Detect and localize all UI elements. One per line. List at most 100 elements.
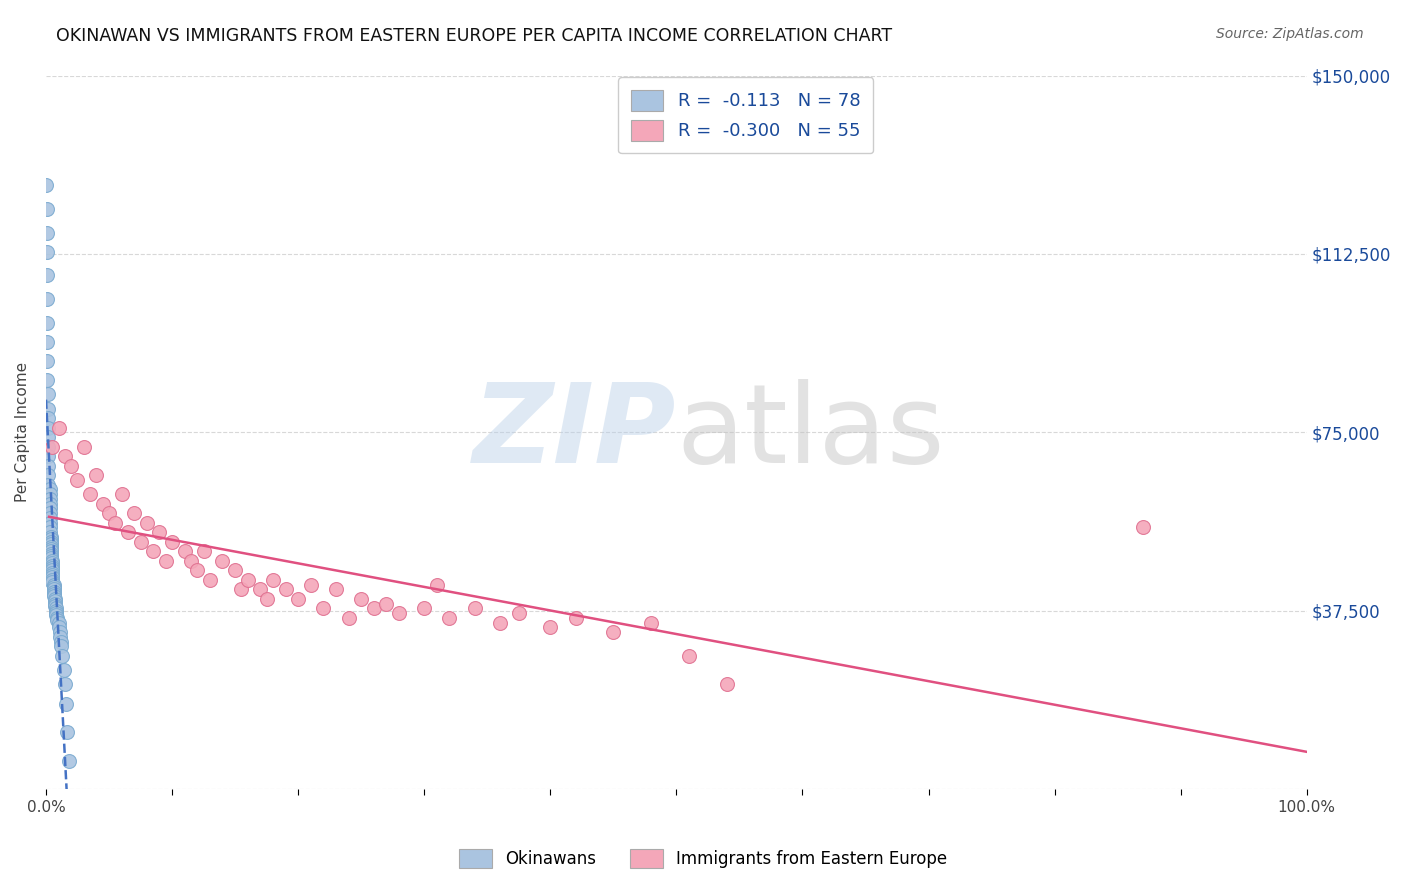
Point bbox=[173, 544, 195, 558]
Point bbox=[86, 468, 108, 483]
Point bbox=[45, 608, 67, 623]
Point bbox=[299, 577, 322, 591]
Point bbox=[37, 477, 59, 491]
Point bbox=[39, 547, 62, 561]
Point bbox=[716, 677, 738, 691]
Point bbox=[41, 570, 63, 584]
Point bbox=[37, 334, 59, 349]
Text: atlas: atlas bbox=[676, 379, 945, 486]
Point bbox=[49, 634, 72, 648]
Point bbox=[44, 594, 66, 608]
Point bbox=[58, 754, 80, 768]
Point bbox=[41, 575, 63, 590]
Point bbox=[44, 599, 66, 613]
Point bbox=[39, 549, 62, 563]
Point bbox=[262, 573, 284, 587]
Point bbox=[35, 178, 58, 192]
Point bbox=[42, 584, 65, 599]
Point bbox=[41, 561, 63, 575]
Point bbox=[39, 537, 62, 551]
Point bbox=[45, 606, 67, 620]
Point bbox=[49, 630, 72, 644]
Point bbox=[274, 582, 297, 597]
Point bbox=[37, 420, 59, 434]
Point bbox=[129, 534, 152, 549]
Point bbox=[45, 601, 67, 615]
Point bbox=[37, 373, 59, 387]
Point bbox=[211, 554, 233, 568]
Point bbox=[53, 677, 76, 691]
Point bbox=[37, 268, 59, 283]
Point bbox=[508, 606, 530, 620]
Point bbox=[39, 533, 62, 547]
Point bbox=[231, 582, 253, 597]
Text: Source: ZipAtlas.com: Source: ZipAtlas.com bbox=[1216, 27, 1364, 41]
Point bbox=[46, 613, 69, 627]
Point bbox=[155, 554, 177, 568]
Point bbox=[45, 604, 67, 618]
Text: ZIP: ZIP bbox=[472, 379, 676, 486]
Point bbox=[464, 601, 486, 615]
Point bbox=[363, 601, 385, 615]
Point bbox=[287, 591, 309, 606]
Point bbox=[41, 566, 63, 580]
Point bbox=[48, 620, 70, 634]
Point bbox=[135, 516, 157, 530]
Point bbox=[337, 611, 360, 625]
Legend: R =  -0.113   N = 78, R =  -0.300   N = 55: R = -0.113 N = 78, R = -0.300 N = 55 bbox=[619, 78, 873, 153]
Point bbox=[55, 697, 77, 711]
Text: OKINAWAN VS IMMIGRANTS FROM EASTERN EUROPE PER CAPITA INCOME CORRELATION CHART: OKINAWAN VS IMMIGRANTS FROM EASTERN EURO… bbox=[56, 27, 893, 45]
Point bbox=[350, 591, 373, 606]
Point bbox=[37, 244, 59, 259]
Point bbox=[38, 491, 60, 506]
Point bbox=[56, 725, 79, 739]
Point bbox=[42, 587, 65, 601]
Y-axis label: Per Capita Income: Per Capita Income bbox=[15, 362, 30, 502]
Point bbox=[37, 226, 59, 240]
Point bbox=[66, 473, 89, 487]
Point bbox=[38, 520, 60, 534]
Point bbox=[413, 601, 436, 615]
Point bbox=[41, 554, 63, 568]
Point bbox=[489, 615, 512, 630]
Point bbox=[122, 506, 145, 520]
Point bbox=[198, 573, 221, 587]
Point bbox=[39, 541, 62, 556]
Point bbox=[73, 440, 96, 454]
Point bbox=[42, 582, 65, 597]
Point bbox=[39, 544, 62, 558]
Point bbox=[41, 558, 63, 573]
Legend: Okinawans, Immigrants from Eastern Europe: Okinawans, Immigrants from Eastern Europ… bbox=[451, 842, 955, 875]
Point bbox=[38, 516, 60, 530]
Point bbox=[44, 597, 66, 611]
Point bbox=[37, 430, 59, 444]
Point bbox=[111, 487, 134, 501]
Point bbox=[38, 506, 60, 520]
Point bbox=[42, 580, 65, 594]
Point bbox=[44, 591, 66, 606]
Point bbox=[678, 648, 700, 663]
Point bbox=[375, 597, 398, 611]
Point bbox=[98, 506, 121, 520]
Point bbox=[37, 449, 59, 463]
Point bbox=[38, 487, 60, 501]
Point bbox=[640, 615, 662, 630]
Point bbox=[148, 525, 170, 540]
Point bbox=[37, 468, 59, 483]
Point bbox=[388, 606, 411, 620]
Point bbox=[38, 483, 60, 497]
Point bbox=[236, 573, 259, 587]
Point bbox=[41, 556, 63, 570]
Point bbox=[256, 591, 278, 606]
Point bbox=[53, 449, 76, 463]
Point bbox=[41, 573, 63, 587]
Point bbox=[104, 516, 127, 530]
Point bbox=[37, 202, 59, 216]
Point bbox=[39, 530, 62, 544]
Point bbox=[49, 625, 72, 640]
Point bbox=[42, 590, 65, 604]
Point bbox=[37, 292, 59, 306]
Point bbox=[180, 554, 202, 568]
Point bbox=[249, 582, 271, 597]
Point bbox=[538, 620, 561, 634]
